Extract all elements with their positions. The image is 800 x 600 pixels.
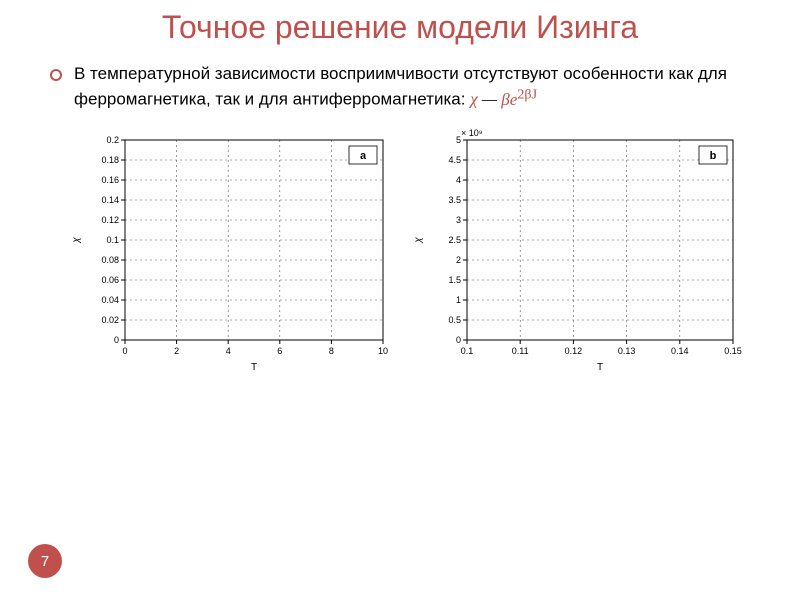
slide-title: Точное решение модели Изинга (30, 10, 770, 45)
svg-text:0.5: 0.5 (448, 315, 461, 325)
svg-text:a: a (360, 150, 367, 162)
bullet-icon (50, 69, 62, 81)
svg-text:b: b (710, 150, 717, 162)
svg-text:3.5: 3.5 (448, 195, 461, 205)
svg-text:0.12: 0.12 (101, 215, 119, 225)
charts-row: 024681000.020.040.060.080.10.120.140.160… (30, 122, 770, 383)
svg-text:4.5: 4.5 (448, 155, 461, 165)
svg-text:0.18: 0.18 (101, 155, 119, 165)
svg-text:4: 4 (226, 346, 231, 356)
page-number: 7 (41, 553, 49, 570)
svg-text:0.16: 0.16 (101, 175, 119, 185)
svg-text:0.12: 0.12 (565, 346, 583, 356)
svg-text:2: 2 (456, 255, 461, 265)
svg-text:1.5: 1.5 (448, 275, 461, 285)
svg-text:0: 0 (122, 346, 127, 356)
svg-text:× 10⁹: × 10⁹ (461, 128, 483, 138)
formula-chi: χ (470, 90, 477, 109)
svg-text:0.14: 0.14 (671, 346, 689, 356)
page-number-badge: 7 (28, 544, 62, 578)
svg-text:0.1: 0.1 (461, 346, 474, 356)
svg-text:0.11: 0.11 (512, 346, 529, 356)
svg-text:0.02: 0.02 (101, 315, 119, 325)
svg-text:T: T (251, 362, 257, 373)
body-text-wrap: В температурной зависимости восприимчиво… (74, 63, 750, 112)
svg-text:3: 3 (456, 215, 461, 225)
svg-text:0.08: 0.08 (101, 255, 119, 265)
chart-a: 0 2 4 6 8 10 0 0.02 0.04 0.06 0.08 0.1 0.12 0.14 0.16 0… (55, 122, 395, 378)
bullet-row: В температурной зависимости восприимчиво… (50, 63, 750, 112)
svg-text:2: 2 (174, 346, 179, 356)
formula-sep: — (482, 90, 497, 109)
formula-rhs: βe2βJ (501, 90, 537, 109)
formula: χ — βe2βJ (470, 90, 537, 109)
body-text: В температурной зависимости восприимчиво… (74, 64, 727, 109)
svg-text:0.14: 0.14 (101, 195, 119, 205)
svg-text:4: 4 (456, 175, 461, 185)
svg-text:0.1: 0.1 (106, 235, 119, 245)
chart-b-wrap: 0.1 0.11 0.12 0.13 0.14 0.15 0 0.5 1 1.5 2 2.5 3 3.5 4… (405, 122, 745, 383)
svg-text:0.13: 0.13 (618, 346, 636, 356)
svg-text:2.5: 2.5 (448, 235, 461, 245)
svg-text:8: 8 (329, 346, 334, 356)
svg-text:1: 1 (456, 295, 461, 305)
svg-text:6: 6 (277, 346, 282, 356)
svg-text:0: 0 (456, 335, 461, 345)
svg-text:χ: χ (71, 236, 82, 243)
svg-text:0.06: 0.06 (101, 275, 119, 285)
chart-b: 0.1 0.11 0.12 0.13 0.14 0.15 0 0.5 1 1.5 2 2.5 3 3.5 4… (405, 122, 745, 378)
svg-text:χ: χ (413, 236, 424, 243)
svg-text:T: T (597, 362, 603, 373)
svg-text:0: 0 (114, 335, 119, 345)
svg-text:0.15: 0.15 (724, 346, 742, 356)
svg-text:10: 10 (378, 346, 388, 356)
chart-a-wrap: 0 2 4 6 8 10 0 0.02 0.04 0.06 0.08 0.1 0.12 0.14 0.16 0… (55, 122, 395, 383)
svg-text:0.04: 0.04 (101, 295, 119, 305)
svg-text:0.2: 0.2 (106, 135, 119, 145)
bullet-circle (51, 70, 61, 80)
